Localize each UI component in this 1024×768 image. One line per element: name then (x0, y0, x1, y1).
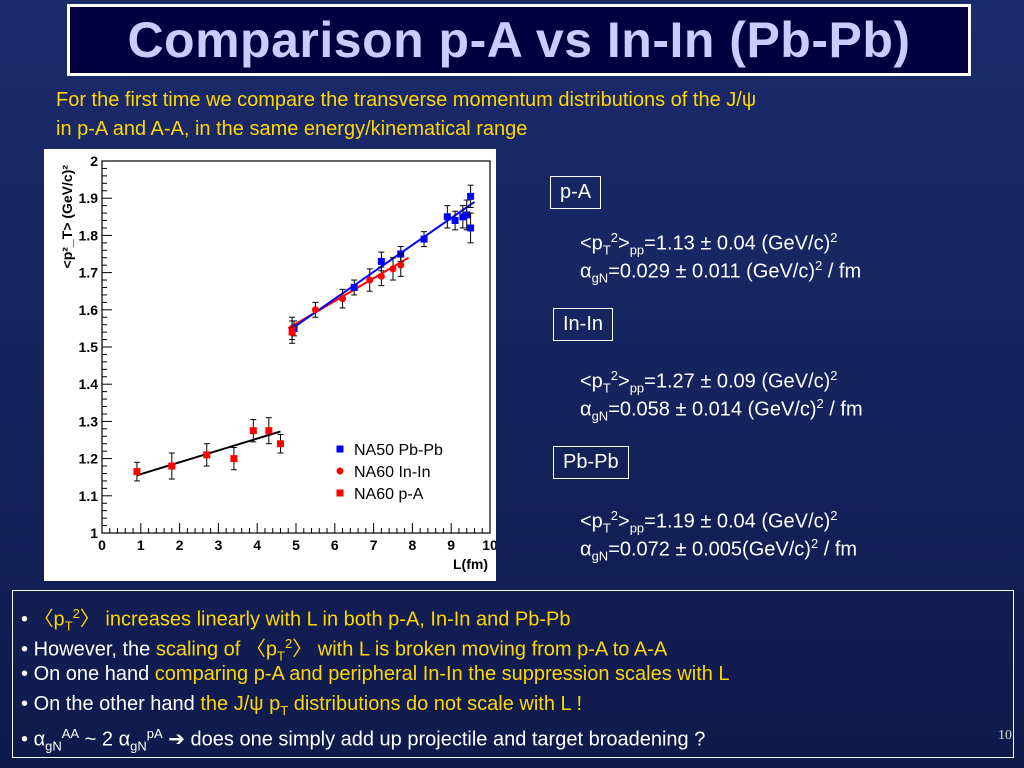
data-point (467, 192, 475, 200)
y-tick-label: 1 (90, 525, 98, 541)
data-point (133, 468, 141, 476)
x-tick-label: 8 (409, 537, 417, 553)
legend-marker (336, 445, 344, 453)
label-pbpb: Pb-Pb (563, 451, 619, 473)
fit-line (291, 201, 476, 330)
pt-vs-L-chart: 0 1 2 3 4 5 6 7 8 9 1011.11.21.31.41.51.61.71.81.9… (59, 153, 496, 572)
data-point (276, 440, 284, 448)
summary-bullets: • 〈pT2〉 increases linearly with L in bot… (12, 590, 1014, 758)
pa-mean-pt: <pT2>pp=1.13 ± 0.04 (GeV/c)2 (580, 230, 838, 258)
data-point (377, 272, 385, 280)
data-point (230, 455, 238, 463)
x-tick-label: 7 (370, 537, 378, 553)
data-point (397, 261, 405, 269)
legend-label: NA50 Pb-Pb (354, 442, 443, 459)
y-tick-label: 2 (90, 153, 98, 169)
data-point (451, 217, 459, 225)
legend-label: NA60 In-In (354, 464, 430, 481)
pbpb-alpha: αgN=0.072 ± 0.005(GeV/c)2 / fm (580, 536, 858, 564)
plot-frame (101, 160, 491, 534)
bullet-5: • αgNAA ~ 2 αgNpA ➔ does one simply add … (21, 726, 706, 754)
bullet-4: • On the other hand the J/ψ pT distribut… (21, 693, 583, 718)
data-point (265, 427, 273, 435)
y-tick-label: 1.7 (79, 265, 99, 281)
x-tick-label: 2 (176, 537, 184, 553)
page-number: 10 (998, 728, 1012, 743)
y-tick-label: 1.6 (79, 302, 99, 318)
data-point (339, 295, 347, 303)
y-tick-label: 1.8 (79, 227, 99, 243)
label-box-inin: In-In (553, 308, 614, 341)
pa-alpha: αgN=0.029 ± 0.011 (GeV/c)2 / fm (580, 258, 862, 286)
data-point (168, 462, 176, 470)
label-inin: In-In (563, 313, 604, 335)
x-tick-label: 6 (331, 537, 339, 553)
inin-mean-pt: <pT2>pp=1.27 ± 0.09 (GeV/c)2 (580, 368, 838, 396)
data-point (420, 235, 428, 243)
data-point (467, 224, 475, 232)
data-point (311, 306, 319, 314)
intro-line-2: in p-A and A-A, in the same energy/kinem… (56, 118, 528, 140)
x-tick-label: 0 (98, 537, 106, 553)
bullet-1: • 〈pT2〉 increases linearly with L in bot… (21, 606, 571, 634)
data-point (443, 213, 451, 221)
label-box-pa: p-A (550, 176, 602, 209)
inin-alpha: αgN=0.058 ± 0.014 (GeV/c)2 / fm (580, 396, 863, 424)
title-box: Comparison p-A vs In-In (Pb-Pb) (67, 4, 971, 76)
data-point (463, 211, 471, 219)
label-box-pbpb: Pb-Pb (553, 446, 629, 479)
y-tick-label: 1.4 (79, 376, 99, 392)
intro-text: For the first time we compare the transv… (56, 86, 986, 144)
data-point (249, 427, 257, 435)
y-axis-label: <p²_T> (GeV/c)² (59, 165, 75, 269)
x-tick-label: 4 (253, 537, 261, 553)
x-tick-label: 9 (447, 537, 455, 553)
data-point (366, 276, 374, 284)
legend-label: NA60 p-A (354, 486, 424, 503)
y-tick-label: 1.1 (79, 488, 99, 504)
y-tick-label: 1.9 (79, 190, 99, 206)
x-tick-label: 3 (215, 537, 223, 553)
x-tick-label: 10 (482, 537, 496, 553)
data-point (389, 265, 397, 273)
data-point (350, 283, 358, 291)
label-pa: p-A (560, 181, 592, 203)
legend-marker (336, 467, 344, 475)
chart-panel: 0 1 2 3 4 5 6 7 8 9 10 1 1.1 1.2 1.3 1.4 1.5 1.6 1.7 1.8 1.9… (44, 149, 496, 581)
y-tick-label: 1.5 (79, 339, 99, 355)
slide-title: Comparison p-A vs In-In (Pb-Pb) (127, 12, 911, 68)
data-point (377, 257, 385, 265)
y-tick-label: 1.3 (79, 413, 99, 429)
x-tick-label: 1 (137, 537, 145, 553)
x-tick-label: 5 (292, 537, 300, 553)
intro-line-1: For the first time we compare the transv… (56, 89, 757, 111)
bullet-3: • On one hand comparing p-A and peripher… (21, 663, 730, 685)
bullet-2: • However, the scaling of 〈pT2〉 with L i… (21, 636, 668, 664)
x-axis-label: L(fm) (453, 556, 488, 572)
legend-marker (336, 489, 344, 497)
data-point (459, 213, 467, 221)
pbpb-mean-pt: <pT2>pp=1.19 ± 0.04 (GeV/c)2 (580, 508, 838, 536)
y-tick-label: 1.2 (79, 451, 99, 467)
data-point (288, 328, 296, 336)
data-point (203, 451, 211, 459)
